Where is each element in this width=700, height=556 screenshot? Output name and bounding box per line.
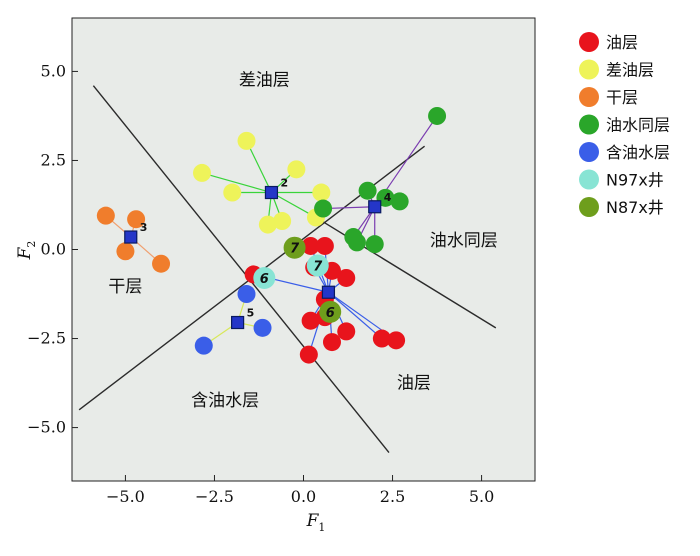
x-tick-label-4: 5.0	[469, 487, 494, 506]
legend-marker-2	[579, 87, 599, 107]
well-point-label-5-1: 7	[313, 260, 323, 275]
well-point-label-5-0: 6	[260, 272, 269, 287]
class-centroids: 2 3 4 5	[124, 177, 392, 330]
region-label-3: 油层	[397, 373, 431, 393]
legend-marker-0	[579, 32, 599, 52]
point-series3-0	[428, 106, 447, 125]
legend-label-3: 油水同层	[606, 116, 670, 135]
link-1-0	[245, 140, 272, 193]
legend-label-2: 干层	[606, 88, 638, 107]
point-series0-8	[337, 322, 356, 341]
point-series0-3	[337, 268, 356, 287]
y-tick-label-4: 5.0	[41, 61, 66, 80]
centroid-label-2: 3	[140, 221, 148, 234]
x-axis-title: F1	[306, 511, 326, 534]
point-series6-1	[319, 300, 342, 323]
point-series3-3	[390, 192, 409, 211]
point-series2-1	[127, 210, 146, 229]
centroid-marker-1	[264, 185, 279, 200]
point-series3-6	[347, 233, 366, 252]
well-point-label-6-1: 6	[326, 306, 335, 321]
y-axis-title: F2	[15, 241, 38, 261]
centroid-label-1: 2	[280, 177, 288, 190]
point-series5-0	[253, 266, 276, 289]
point-series4-0	[194, 336, 213, 355]
point-series1-2	[223, 183, 242, 202]
legend-marker-6	[579, 197, 599, 217]
point-series2-3	[152, 254, 171, 273]
well-point-label-6-0: 7	[290, 242, 300, 257]
region-label-1: 干层	[108, 277, 142, 297]
point-series0-6	[301, 311, 320, 330]
y-tick-label-0: −5.0	[27, 418, 66, 437]
point-series0-0	[301, 236, 320, 255]
legend-label-4: 含油水层	[606, 143, 670, 162]
legend-label-1: 差油层	[606, 61, 654, 80]
point-series1-1	[192, 163, 211, 182]
legend-label-5: N97x井	[606, 171, 664, 190]
centroid-marker-2	[124, 230, 138, 244]
centroid-label-4: 5	[247, 307, 255, 320]
boundary-line-1	[92, 85, 390, 453]
point-series3-4	[314, 199, 333, 218]
point-series1-3	[258, 215, 277, 234]
point-series0-9	[322, 333, 341, 352]
data-points: 6 77 6	[96, 106, 447, 364]
point-series2-2	[116, 242, 135, 261]
point-series1-4	[273, 212, 292, 231]
link-0-11	[328, 291, 383, 339]
x-tick-label-3: 2.5	[380, 487, 405, 506]
axes: −5.0 −2.5 0.0 2.5 5.0 −5.0 −2.5 0.0 2.5 5.0	[27, 61, 494, 506]
point-series1-5	[287, 160, 306, 179]
point-series0-11	[372, 329, 391, 348]
legend-marker-4	[579, 142, 599, 162]
point-series3-1	[358, 181, 377, 200]
legend-marker-1	[579, 59, 599, 80]
point-series3-7	[365, 235, 384, 254]
point-series1-6	[312, 183, 331, 202]
point-series4-1	[237, 285, 256, 304]
point-series0-10	[299, 345, 318, 364]
x-tick-label-2: 0.0	[291, 487, 316, 506]
point-series1-0	[237, 131, 256, 150]
x-tick-label-0: −5.0	[106, 487, 145, 506]
legend-marker-3	[579, 114, 599, 135]
centroid-marker-4	[231, 315, 245, 330]
legend-label-0: 油层	[606, 33, 638, 52]
point-series0-12	[387, 331, 406, 350]
centroid-marker-3	[368, 200, 382, 214]
point-series6-0	[283, 236, 306, 259]
y-tick-label-3: 2.5	[41, 150, 66, 169]
point-series5-1	[306, 254, 329, 277]
legend-label-6: N87x井	[606, 198, 664, 217]
y-tick-label-1: −2.5	[27, 329, 66, 348]
centroid-marker-0	[321, 285, 336, 299]
link-1-1	[201, 172, 272, 194]
x-tick-label-1: −2.5	[195, 487, 234, 506]
region-label-4: 含油水层	[191, 391, 259, 411]
legend-marker-5	[579, 169, 599, 190]
point-series0-1	[315, 236, 334, 255]
centroid-label-3: 4	[384, 191, 392, 204]
region-label-0: 差油层	[239, 71, 290, 91]
region-label-2: 油水同层	[430, 231, 498, 251]
y-tick-label-2: 0.0	[41, 240, 66, 259]
point-series4-2	[253, 318, 272, 337]
point-series2-0	[96, 206, 115, 225]
